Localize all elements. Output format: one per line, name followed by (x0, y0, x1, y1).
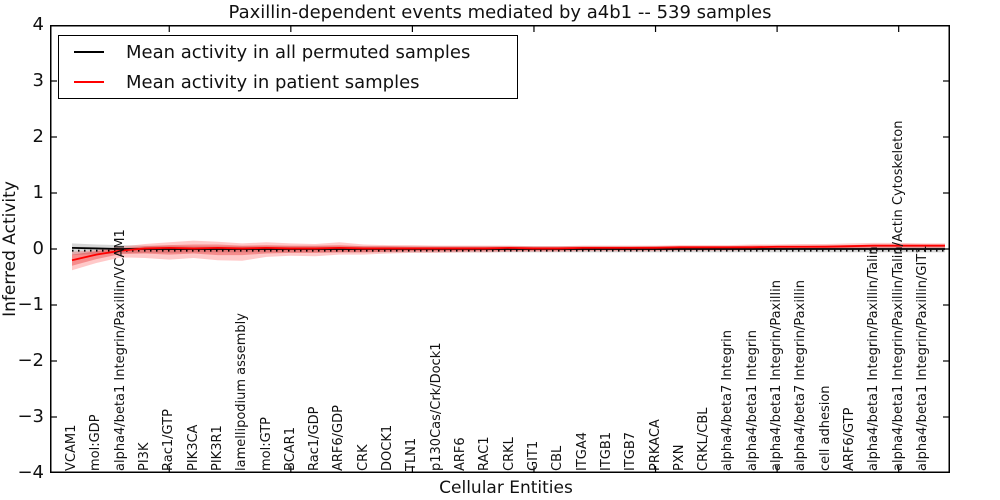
x-category-label: alpha4/beta1 Integrin/Paxillin/Talin/Act… (890, 120, 906, 471)
x-category-label: alpha4/beta7 Integrin/Paxillin (793, 279, 809, 471)
y-tick-label: 4 (32, 14, 44, 35)
y-tick-label: −4 (17, 462, 44, 483)
x-category-label: lamellipodium assembly (234, 313, 250, 471)
x-category-label: CRKL (501, 437, 517, 471)
x-category-label: PIK3R1 (209, 425, 225, 471)
x-category-label: GIT1 (525, 440, 541, 471)
x-category-label: Rac1/GTP (161, 409, 177, 471)
x-category-label: BCAR1 (282, 427, 298, 471)
y-tick-label: 0 (32, 238, 44, 259)
x-category-label: ITGB7 (623, 431, 639, 471)
x-category-label: alpha4/beta7 Integrin (720, 329, 736, 471)
legend: Mean activity in all permuted samples Me… (58, 35, 518, 99)
x-category-label: ARF6/GDP (331, 405, 347, 471)
plot-canvas (50, 24, 950, 474)
legend-entry-patient: Mean activity in patient samples (59, 68, 517, 96)
x-category-label: Rac1/GDP (307, 406, 323, 471)
x-category-label: ARF6 (453, 437, 469, 471)
legend-label-patient: Mean activity in patient samples (126, 71, 420, 93)
x-category-label: alpha4/beta1 Integrin (744, 329, 760, 471)
x-category-label: PIK3CA (185, 424, 201, 471)
x-category-label: alpha4/beta1 Integrin/Paxillin (769, 279, 785, 471)
legend-line-permuted-icon (74, 51, 104, 53)
y-tick-label: −1 (17, 294, 44, 315)
y-tick-label: 1 (32, 182, 44, 203)
x-category-label: CRK (355, 444, 371, 471)
x-category-label: mol:GTP (258, 417, 274, 471)
x-category-label: CBL (550, 445, 566, 471)
x-category-label: cell adhesion (817, 385, 833, 471)
x-category-label: PI3K (136, 442, 152, 471)
x-axis-label: Cellular Entities (439, 478, 573, 498)
x-category-label: PXN (671, 444, 687, 471)
x-category-label: PRKACA (647, 419, 663, 471)
x-category-label: RAC1 (477, 436, 493, 471)
patient-mean-line (71, 244, 945, 262)
x-category-label: ITGB1 (598, 431, 614, 471)
permuted-mean-line (71, 246, 945, 250)
x-category-label: TLN1 (404, 437, 420, 471)
x-category-label: DOCK1 (380, 424, 396, 471)
axes-frame (50, 25, 950, 473)
x-category-label: alpha4/beta1 Integrin/Paxillin/GIT1 (914, 245, 930, 471)
plot-title: Paxillin-dependent events mediated by a4… (228, 2, 772, 23)
plot-area (50, 24, 950, 474)
legend-line-patient-icon (74, 81, 104, 83)
y-tick-label: −3 (17, 406, 44, 427)
y-tick-label: −2 (17, 350, 44, 371)
y-tick-label: 3 (32, 70, 44, 91)
legend-entry-permuted: Mean activity in all permuted samples (59, 38, 517, 66)
x-category-label: mol:GDP (88, 414, 104, 471)
x-category-label: ARF6/GTP (842, 407, 858, 471)
x-category-label: alpha4/beta1 Integrin/Paxillin/Talin (866, 246, 882, 471)
legend-label-permuted: Mean activity in all permuted samples (126, 41, 471, 63)
x-category-label: VCAM1 (64, 424, 79, 471)
x-category-label: CRKL/CBL (696, 407, 712, 472)
x-category-label: alpha4/beta1 Integrin/Paxillin/VCAM1 (112, 229, 128, 471)
y-tick-label: 2 (32, 126, 44, 147)
x-category-label: p130Cas/Crk/Dock1 (428, 342, 444, 471)
x-category-label: ITGA4 (574, 431, 590, 471)
